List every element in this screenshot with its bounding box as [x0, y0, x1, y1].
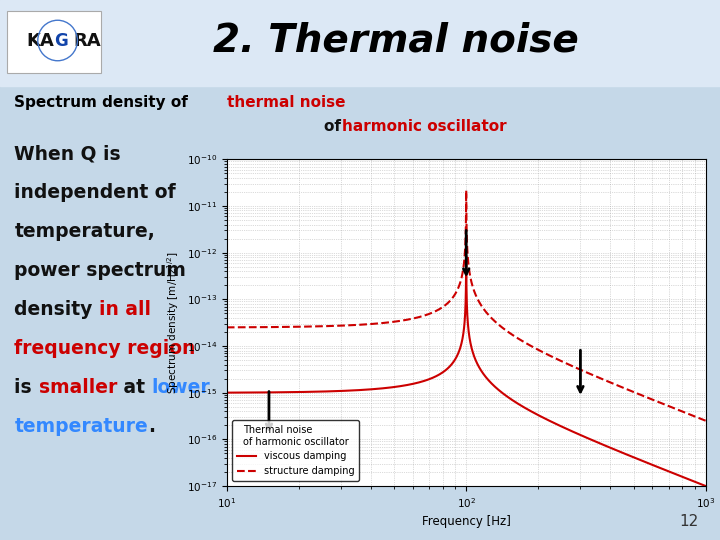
- Text: temperature,: temperature,: [14, 222, 155, 241]
- Text: .: .: [148, 416, 155, 436]
- Text: G: G: [54, 31, 68, 50]
- Text: independent of: independent of: [14, 183, 176, 202]
- Text: temperature: temperature: [14, 416, 148, 436]
- Text: is: is: [14, 377, 39, 397]
- Text: 2. Thermal noise: 2. Thermal noise: [213, 22, 579, 59]
- Text: RA: RA: [73, 31, 101, 50]
- Text: 12: 12: [679, 514, 698, 529]
- Legend: viscous damping, structure damping: viscous damping, structure damping: [232, 420, 359, 481]
- Text: When Q is: When Q is: [14, 144, 121, 164]
- Text: at: at: [117, 377, 151, 397]
- FancyBboxPatch shape: [7, 11, 101, 73]
- Text: Spectrum density of: Spectrum density of: [14, 95, 194, 110]
- X-axis label: Frequency [Hz]: Frequency [Hz]: [422, 515, 510, 528]
- Text: power spectrum: power spectrum: [14, 261, 186, 280]
- Text: harmonic oscillator: harmonic oscillator: [342, 119, 507, 134]
- Text: frequency region: frequency region: [14, 339, 196, 358]
- Bar: [0, 0, 720, 86]
- Text: lower: lower: [151, 377, 210, 397]
- Y-axis label: Spectrum density [m/Hz$^{1/2}$]: Spectrum density [m/Hz$^{1/2}$]: [166, 251, 181, 394]
- Text: of: of: [324, 119, 346, 134]
- Text: in all: in all: [99, 300, 151, 319]
- Text: density: density: [14, 300, 99, 319]
- Text: KA: KA: [26, 31, 54, 50]
- Text: thermal noise: thermal noise: [227, 95, 346, 110]
- Text: smaller: smaller: [39, 377, 117, 397]
